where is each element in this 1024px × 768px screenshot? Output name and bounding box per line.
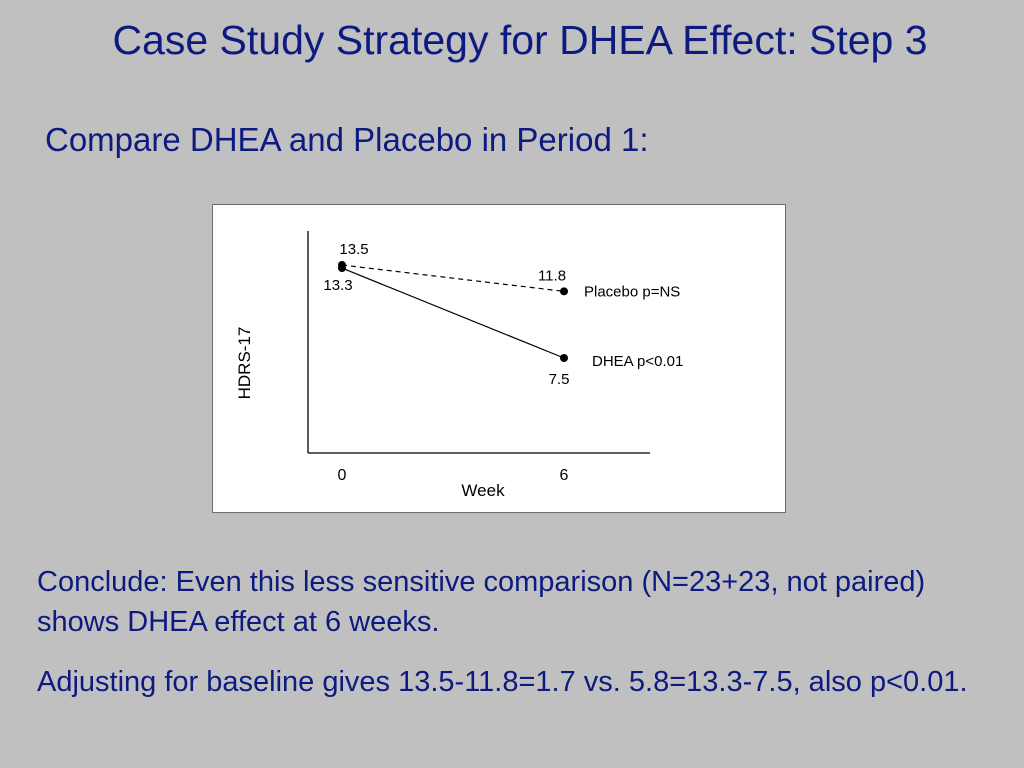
placebo-data-point <box>560 287 568 296</box>
x-axis-label: Week <box>461 481 505 500</box>
data-label: 7.5 <box>549 371 570 388</box>
x-tick-label: 6 <box>560 467 569 484</box>
dhea-data-point <box>560 354 568 362</box>
baseline-adjustment-text: Adjusting for baseline gives 13.5-11.8=1… <box>37 666 968 698</box>
x-tick-label: 0 <box>338 467 347 484</box>
placebo-series-label: Placebo p=NS <box>584 283 680 300</box>
data-label: 11.8 <box>538 267 566 284</box>
dhea-data-point <box>338 264 346 273</box>
hdrs-line-chart: 0 6 Week HDRS-17 13.5 11.8 Placebo p=NS 13.3 7.5… <box>235 231 683 500</box>
dhea-series-line <box>341 267 565 359</box>
y-axis-label: HDRS-17 <box>235 327 254 400</box>
data-label: 13.3 <box>323 277 352 294</box>
conclusion-block: Conclude: Even this less sensitive compa… <box>37 562 997 722</box>
dhea-series-label: DHEA p<0.01 <box>592 353 683 370</box>
slide-subtitle: Compare DHEA and Placebo in Period 1: <box>45 121 649 158</box>
conclusion-text: Conclude: Even this less sensitive compa… <box>37 566 926 638</box>
slide-title: Case Study Strategy for DHEA Effect: Ste… <box>112 17 928 63</box>
chart-panel: 0 6 Week HDRS-17 13.5 11.8 Placebo p=NS 13.3 7.5… <box>212 204 786 513</box>
placebo-series-line <box>341 264 565 292</box>
data-label: 13.5 <box>339 241 368 258</box>
